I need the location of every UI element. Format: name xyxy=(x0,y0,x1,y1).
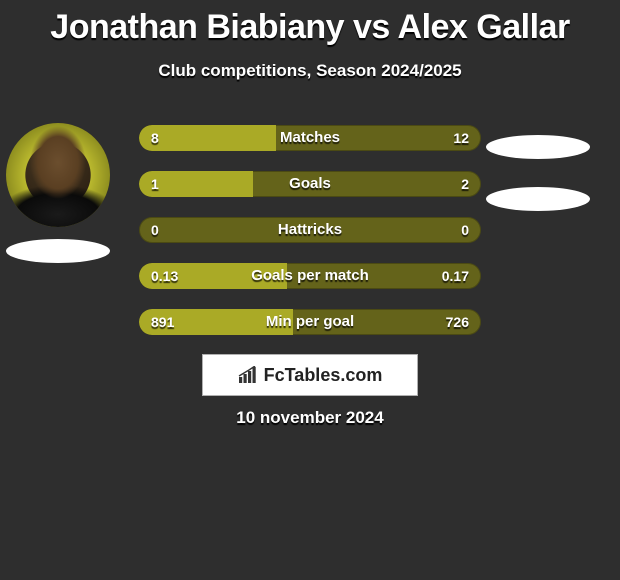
player-right xyxy=(486,123,592,211)
stat-label: Matches xyxy=(139,125,481,151)
subtitle: Club competitions, Season 2024/2025 xyxy=(0,61,620,81)
stat-label: Goals per match xyxy=(139,263,481,289)
stat-row-matches: 812Matches xyxy=(139,125,481,151)
date-text: 10 november 2024 xyxy=(0,408,620,428)
stat-label: Hattricks xyxy=(139,217,481,243)
player-right-name-pill-2 xyxy=(486,187,590,211)
brand-text: FcTables.com xyxy=(264,365,383,386)
player-left xyxy=(6,123,112,263)
brand-box[interactable]: FcTables.com xyxy=(202,354,418,396)
player-left-photo xyxy=(6,123,110,227)
bar-chart-icon xyxy=(238,366,260,384)
player-left-name-pill xyxy=(6,239,110,263)
page-title: Jonathan Biabiany vs Alex Gallar xyxy=(0,0,620,47)
stat-row-min-per-goal: 891726Min per goal xyxy=(139,309,481,335)
stat-row-goals-per-match: 0.130.17Goals per match xyxy=(139,263,481,289)
player-right-name-pill xyxy=(486,135,590,159)
stat-label: Min per goal xyxy=(139,309,481,335)
stat-label: Goals xyxy=(139,171,481,197)
comparison-bars: 812Matches 12Goals 00Hattricks 0.130.17Goal… xyxy=(139,125,481,355)
stat-row-goals: 12Goals xyxy=(139,171,481,197)
stat-row-hattricks: 00Hattricks xyxy=(139,217,481,243)
